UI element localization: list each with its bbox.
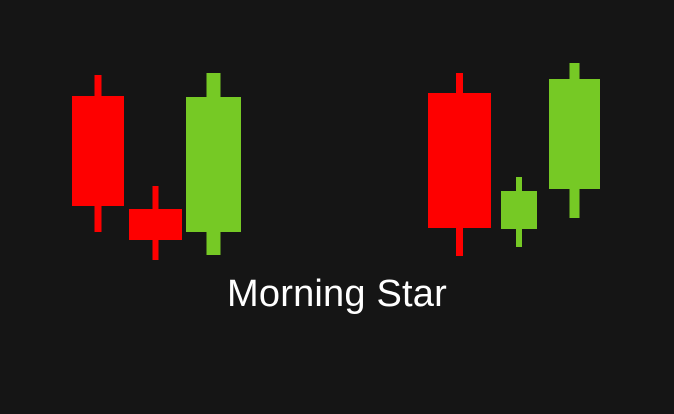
candle-body	[549, 79, 600, 189]
bullish-candle	[501, 177, 537, 247]
bullish-candle	[186, 73, 241, 255]
bullish-candle	[549, 63, 600, 218]
pattern-title: Morning Star	[227, 273, 447, 315]
bearish-candle	[129, 186, 182, 260]
candlestick-pattern-2	[428, 63, 600, 256]
candle-body	[501, 191, 537, 229]
candle-body	[72, 96, 124, 206]
candle-body	[186, 97, 241, 232]
candle-body	[129, 209, 182, 240]
bearish-candle	[72, 75, 124, 232]
candlestick-pattern-1	[72, 73, 241, 260]
bearish-candle	[428, 73, 491, 256]
candle-body	[428, 93, 491, 228]
